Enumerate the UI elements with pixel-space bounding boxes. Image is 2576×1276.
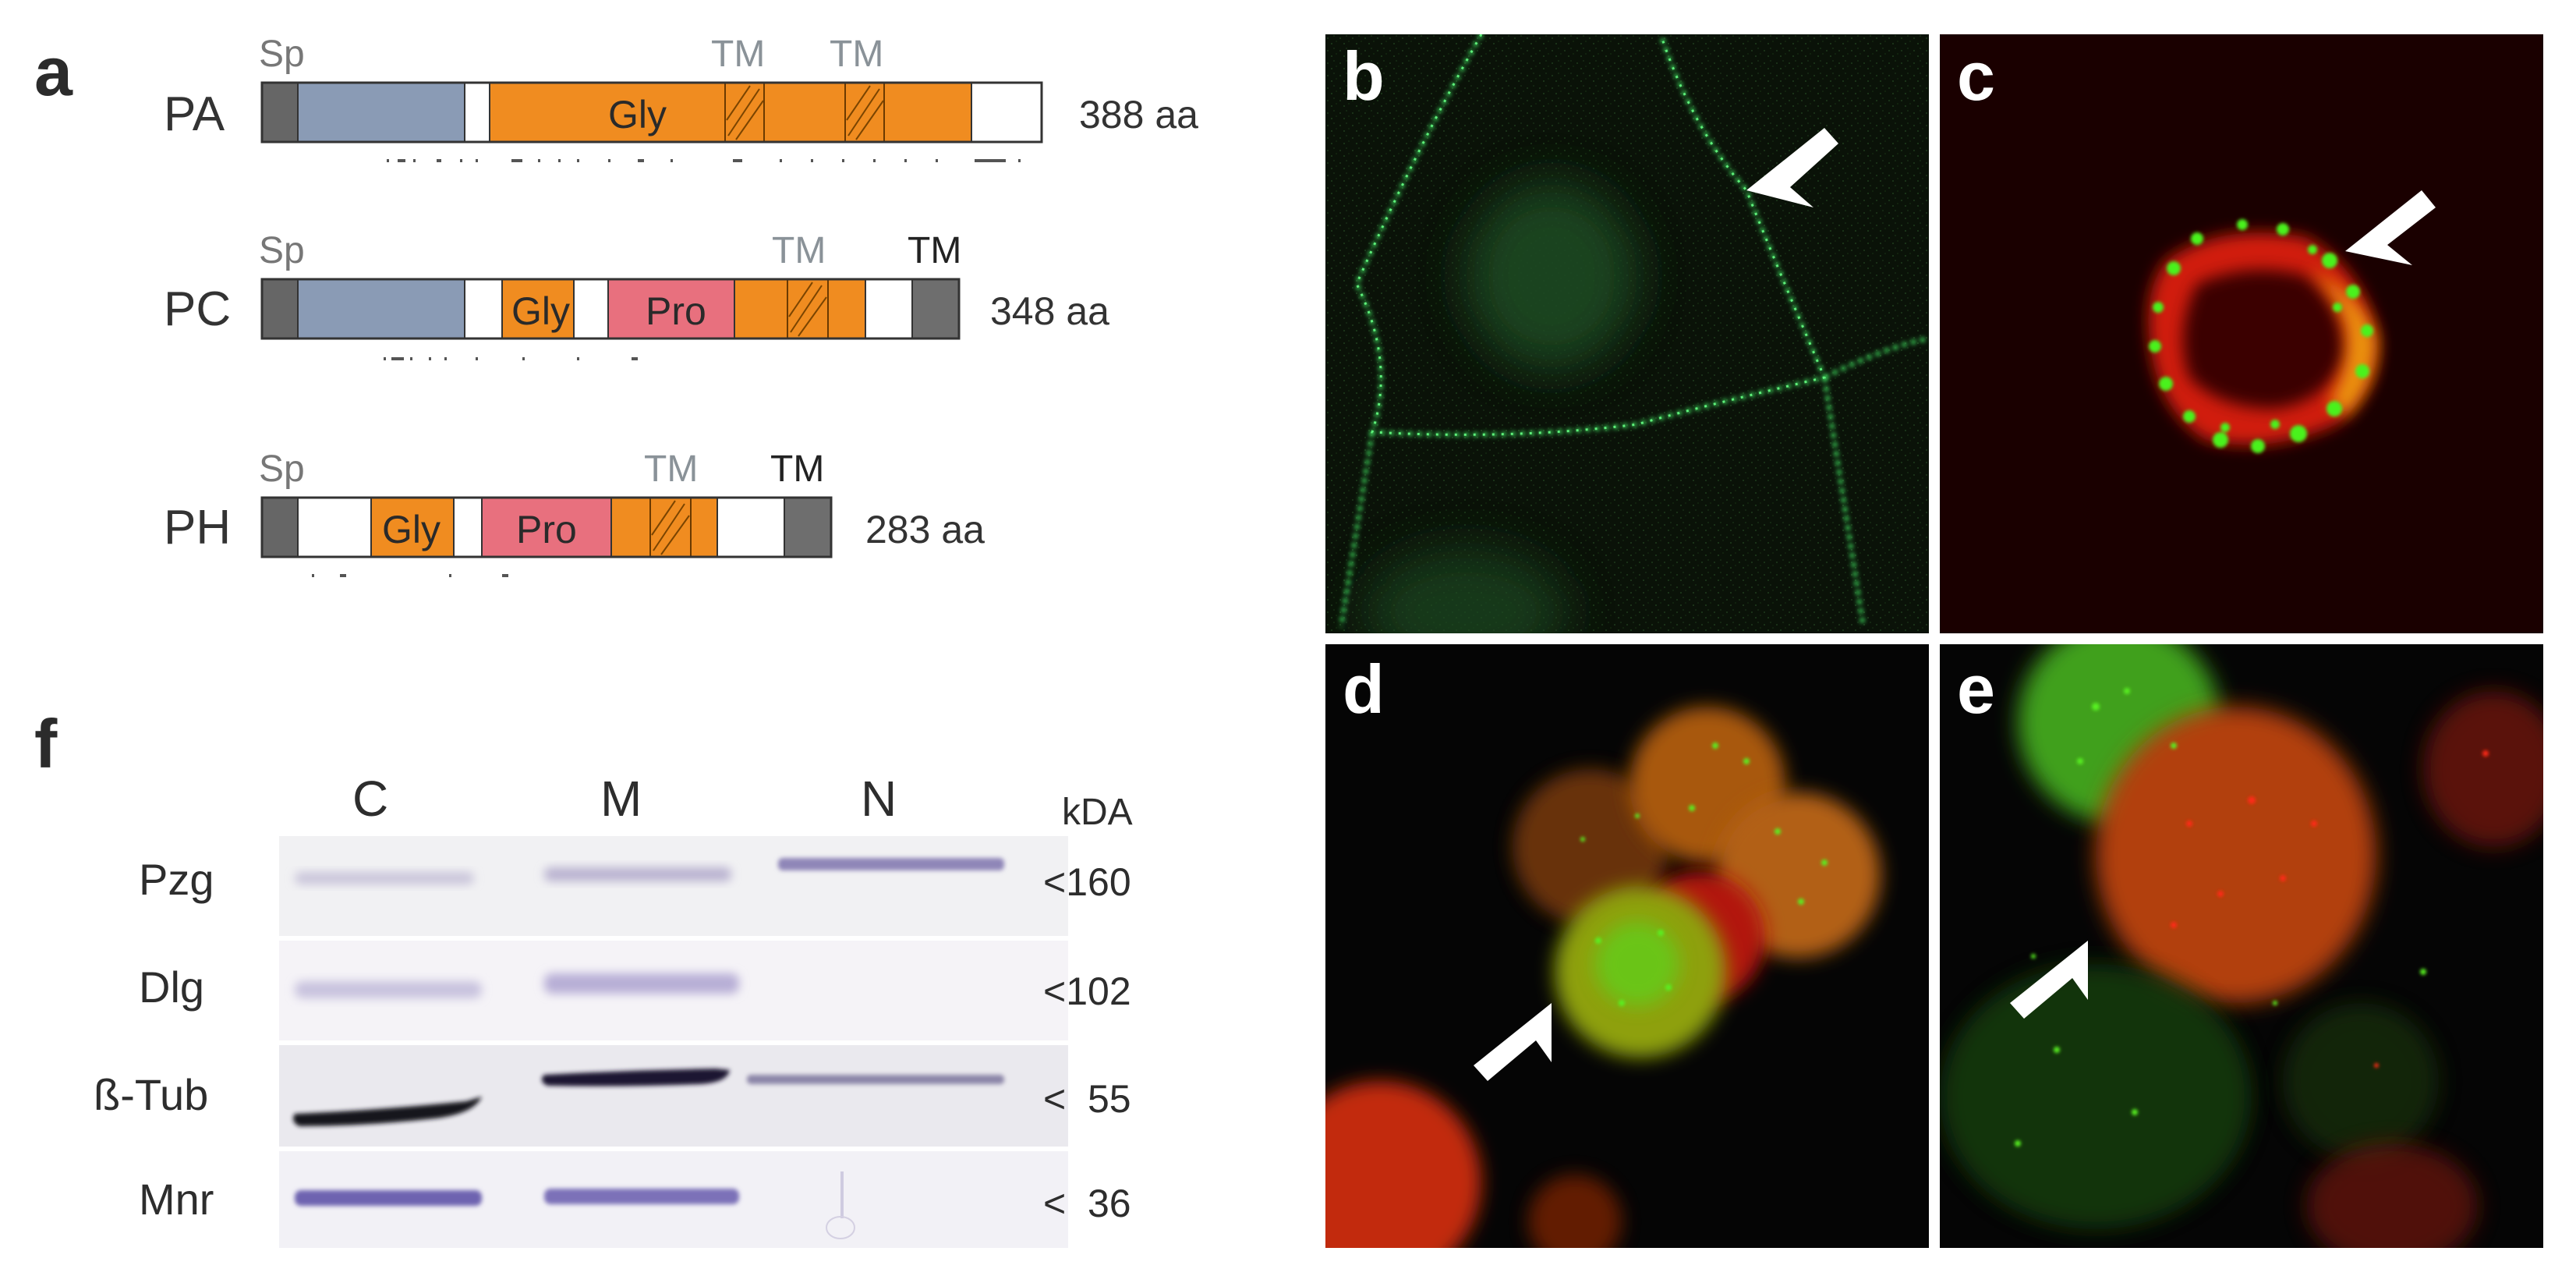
panel-letter-d: d [1343,650,1385,728]
micrograph-e: e [1940,644,2543,1248]
micrograph-b: b [1325,34,1929,633]
domain-bar-pa [260,81,1043,144]
panel-letter-f: f [34,705,58,782]
blot-row-label-dlg: Dlg [139,962,205,1012]
tm-label-pc-2: TM [908,230,962,271]
panel-letter-e: e [1957,650,1995,728]
arrow-b [1746,128,1838,207]
segment-label-ph-pro: Pro [516,508,577,551]
band-dlg-m [544,973,739,994]
tm-label-ph-1: TM [644,448,699,490]
panel-letter-a: a [34,33,73,110]
protein-name-pc: PC [164,282,232,336]
blot-row-label-btub: ß-Tub [94,1070,209,1119]
sp-label-pc: Sp [259,230,305,271]
tm-label-pc-1: TM [772,230,826,271]
lane-label-c: C [352,771,389,827]
domain-bar-ph [260,496,833,558]
mw-marker-160: <160 [1043,860,1131,904]
micrograph-d: d [1325,644,1929,1248]
panel-letter-c: c [1957,37,1995,115]
segment-label-pc-gly: Gly [511,289,570,333]
band-dlg-c [295,981,482,998]
domain-bar-pc [260,278,961,340]
length-label-pc: 348 aa [990,289,1109,333]
sp-label-ph: Sp [259,448,305,490]
protein-name-pa: PA [164,87,225,141]
band-pzg-n [778,858,1004,870]
band-mnr-m [544,1189,739,1204]
segment-label-pc-pro: Pro [646,289,706,333]
segment-label-ph-gly: Gly [382,508,441,551]
lane-label-m: M [600,771,642,827]
protein-name-ph: PH [164,501,232,555]
arrow-e [2010,941,2088,1019]
band-tub-n [747,1075,1004,1084]
tm-label-pa-1: TM [711,34,766,75]
segment-label-pa-gly: Gly [608,93,667,136]
tm-label-ph-2: TM [770,448,825,490]
western-blot [279,836,1068,1248]
panel-letter-b: b [1343,37,1385,115]
arrow-d [1474,1003,1552,1081]
mw-marker-36: < 36 [1043,1182,1131,1225]
sp-label-pa: Sp [259,34,305,75]
tm-label-pa-2: TM [830,34,884,75]
band-mnr-c [295,1190,482,1206]
micrograph-c: c [1940,34,2543,633]
band-pzg-c [295,872,474,884]
site-ticks-pc [384,357,638,360]
lane-label-n: N [861,771,897,827]
site-ticks-ph [312,574,508,577]
mw-marker-102: <102 [1043,969,1131,1013]
site-ticks-pa [387,159,1021,162]
band-tub-c [293,1097,482,1126]
arrow-c [2345,190,2436,265]
band-tub-m [541,1069,730,1086]
blot-row-label-mnr: Mnr [139,1175,214,1224]
band-pzg-m [544,867,731,881]
length-label-ph: 283 aa [865,508,985,551]
length-label-pa: 388 aa [1079,93,1198,136]
mw-marker-55: < 55 [1043,1077,1131,1121]
blot-row-label-pzg: Pzg [139,855,214,904]
kda-unit-label: kDA [1062,792,1133,833]
